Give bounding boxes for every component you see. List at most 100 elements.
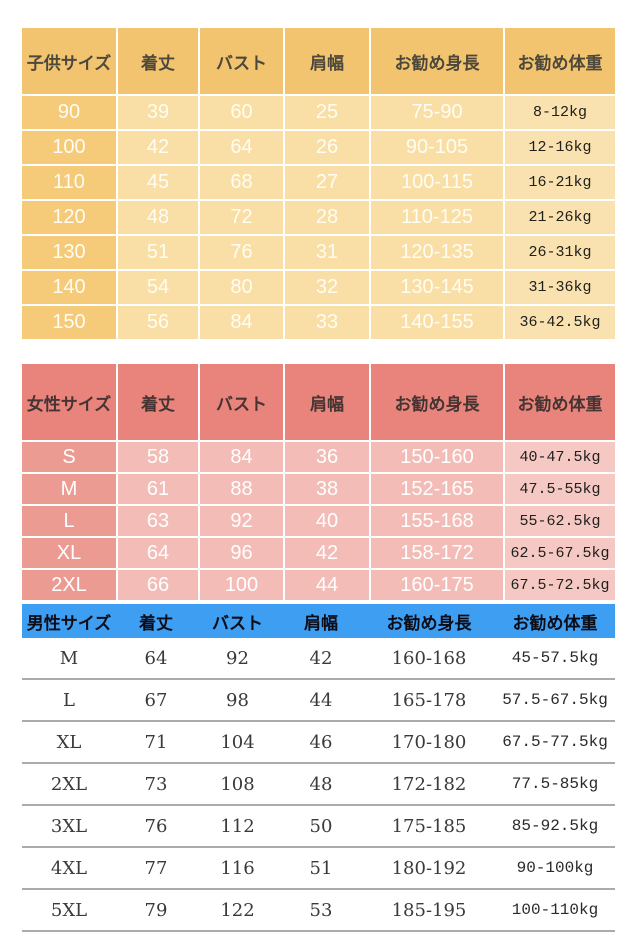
column-header: バスト: [196, 604, 279, 638]
table-cell: 110-125: [371, 201, 503, 234]
table-cell: 90: [22, 96, 116, 129]
table-cell: 108: [220, 773, 255, 795]
column-header: バスト: [200, 28, 283, 94]
table-cell: 42: [309, 647, 333, 669]
column-header: 着丈: [118, 28, 198, 94]
column-header: 女性サイズ: [22, 364, 116, 440]
table-cell: 120: [22, 201, 116, 234]
table-cell: 2XL: [50, 773, 88, 795]
table-cell: 180-192: [391, 857, 467, 879]
column-header: お勧め体重: [505, 28, 615, 94]
column-header: 子供サイズ: [22, 28, 116, 94]
table-cell: 165-178: [391, 689, 467, 711]
table-cell: S: [22, 442, 116, 472]
table-cell: 40-47.5kg: [505, 442, 615, 472]
men-table-row: 3XL 76 112 50 175-185 85-92.5kg: [22, 806, 615, 848]
table-cell: 64: [200, 131, 283, 164]
table-cell: 64: [118, 538, 198, 568]
kids-table-row: 150 56 84 33 140-155 36-42.5kg: [22, 306, 615, 339]
table-cell: 54: [118, 271, 198, 304]
column-header: 肩幅: [285, 364, 369, 440]
table-cell: 110: [22, 166, 116, 199]
table-cell: 80: [200, 271, 283, 304]
table-cell: 158-172: [371, 538, 503, 568]
table-cell: 160-168: [391, 647, 467, 669]
table-cell: 56: [118, 306, 198, 339]
table-cell: 160-175: [371, 570, 503, 600]
table-cell: 77.5-85kg: [511, 775, 599, 793]
table-cell: 62.5-67.5kg: [505, 538, 615, 568]
kids-table-row: 130 51 76 31 120-135 26-31kg: [22, 236, 615, 269]
column-header: 着丈: [116, 604, 196, 638]
table-cell: 33: [285, 306, 369, 339]
table-cell: 120-135: [371, 236, 503, 269]
table-cell: 63: [118, 506, 198, 536]
table-cell: 38: [285, 474, 369, 504]
table-cell: L: [22, 506, 116, 536]
table-cell: 75-90: [371, 96, 503, 129]
kids-table-row: 90 39 60 25 75-90 8-12kg: [22, 96, 615, 129]
table-cell: 39: [118, 96, 198, 129]
table-cell: 76: [144, 815, 168, 837]
women-table-row: M 61 88 38 152-165 47.5-55kg: [22, 474, 615, 504]
table-cell: 72: [200, 201, 283, 234]
table-cell: 47.5-55kg: [505, 474, 615, 504]
kids-size-table: 子供サイズ 着丈 バスト 肩幅 お勧め身長 お勧め体重 90 39 60 25 75-90 8-12k…: [22, 28, 615, 339]
table-cell: 85-92.5kg: [511, 817, 599, 835]
table-cell: 67.5-77.5kg: [502, 733, 608, 751]
table-cell: 98: [226, 689, 249, 711]
column-header: 着丈: [118, 364, 198, 440]
table-cell: 55-62.5kg: [505, 506, 615, 536]
kids-header-row: 子供サイズ 着丈 バスト 肩幅 お勧め身長 お勧め体重: [22, 28, 615, 94]
table-cell: 60: [200, 96, 283, 129]
column-header: お勧め身長: [363, 604, 495, 638]
table-cell: 50: [309, 815, 333, 837]
table-cell: 58: [118, 442, 198, 472]
table-cell: 68: [200, 166, 283, 199]
men-table-row: XL 71 104 46 170-180 67.5-77.5kg: [22, 722, 615, 764]
column-header: お勧め体重: [505, 364, 615, 440]
table-cell: 31-36kg: [505, 271, 615, 304]
table-cell: 71: [144, 731, 168, 753]
table-cell: 51: [118, 236, 198, 269]
table-cell: 28: [285, 201, 369, 234]
women-table-row: 2XL 66 100 44 160-175 67.5-72.5kg: [22, 570, 615, 600]
table-cell: 100: [200, 570, 283, 600]
table-cell: 122: [220, 899, 255, 921]
table-cell: 90-100kg: [516, 859, 594, 877]
men-header-row: 男性サイズ 着丈 バスト 肩幅 お勧め身長 お勧め体重: [22, 604, 615, 638]
table-cell: 3XL: [50, 815, 88, 837]
table-cell: 21-26kg: [505, 201, 615, 234]
table-cell: 92: [226, 647, 249, 669]
men-table-row: 2XL 73 108 48 172-182 77.5-85kg: [22, 764, 615, 806]
table-cell: 100: [22, 131, 116, 164]
women-header-row: 女性サイズ 着丈 バスト 肩幅 お勧め身長 お勧め体重: [22, 364, 615, 440]
table-cell: 185-195: [391, 899, 467, 921]
women-table-row: S 58 84 36 150-160 40-47.5kg: [22, 442, 615, 472]
table-cell: 53: [309, 899, 333, 921]
table-cell: XL: [22, 538, 116, 568]
column-header: お勧め身長: [371, 364, 503, 440]
kids-table-row: 100 42 64 26 90-105 12-16kg: [22, 131, 615, 164]
table-cell: L: [63, 689, 75, 711]
table-cell: 88: [200, 474, 283, 504]
table-cell: 96: [200, 538, 283, 568]
table-cell: 36: [285, 442, 369, 472]
table-cell: 2XL: [22, 570, 116, 600]
table-cell: 77: [144, 857, 168, 879]
table-cell: 172-182: [391, 773, 467, 795]
table-cell: 31: [285, 236, 369, 269]
table-cell: 32: [285, 271, 369, 304]
table-cell: 26-31kg: [505, 236, 615, 269]
table-cell: 48: [118, 201, 198, 234]
table-cell: 140-155: [371, 306, 503, 339]
table-cell: 90-105: [371, 131, 503, 164]
table-cell: 104: [220, 731, 255, 753]
column-header: お勧め体重: [495, 604, 615, 638]
table-cell: 100-115: [371, 166, 503, 199]
table-cell: 170-180: [391, 731, 467, 753]
table-cell: 150: [22, 306, 116, 339]
men-table-row: L 67 98 44 165-178 57.5-67.5kg: [22, 680, 615, 722]
kids-table-row: 140 54 80 32 130-145 31-36kg: [22, 271, 615, 304]
